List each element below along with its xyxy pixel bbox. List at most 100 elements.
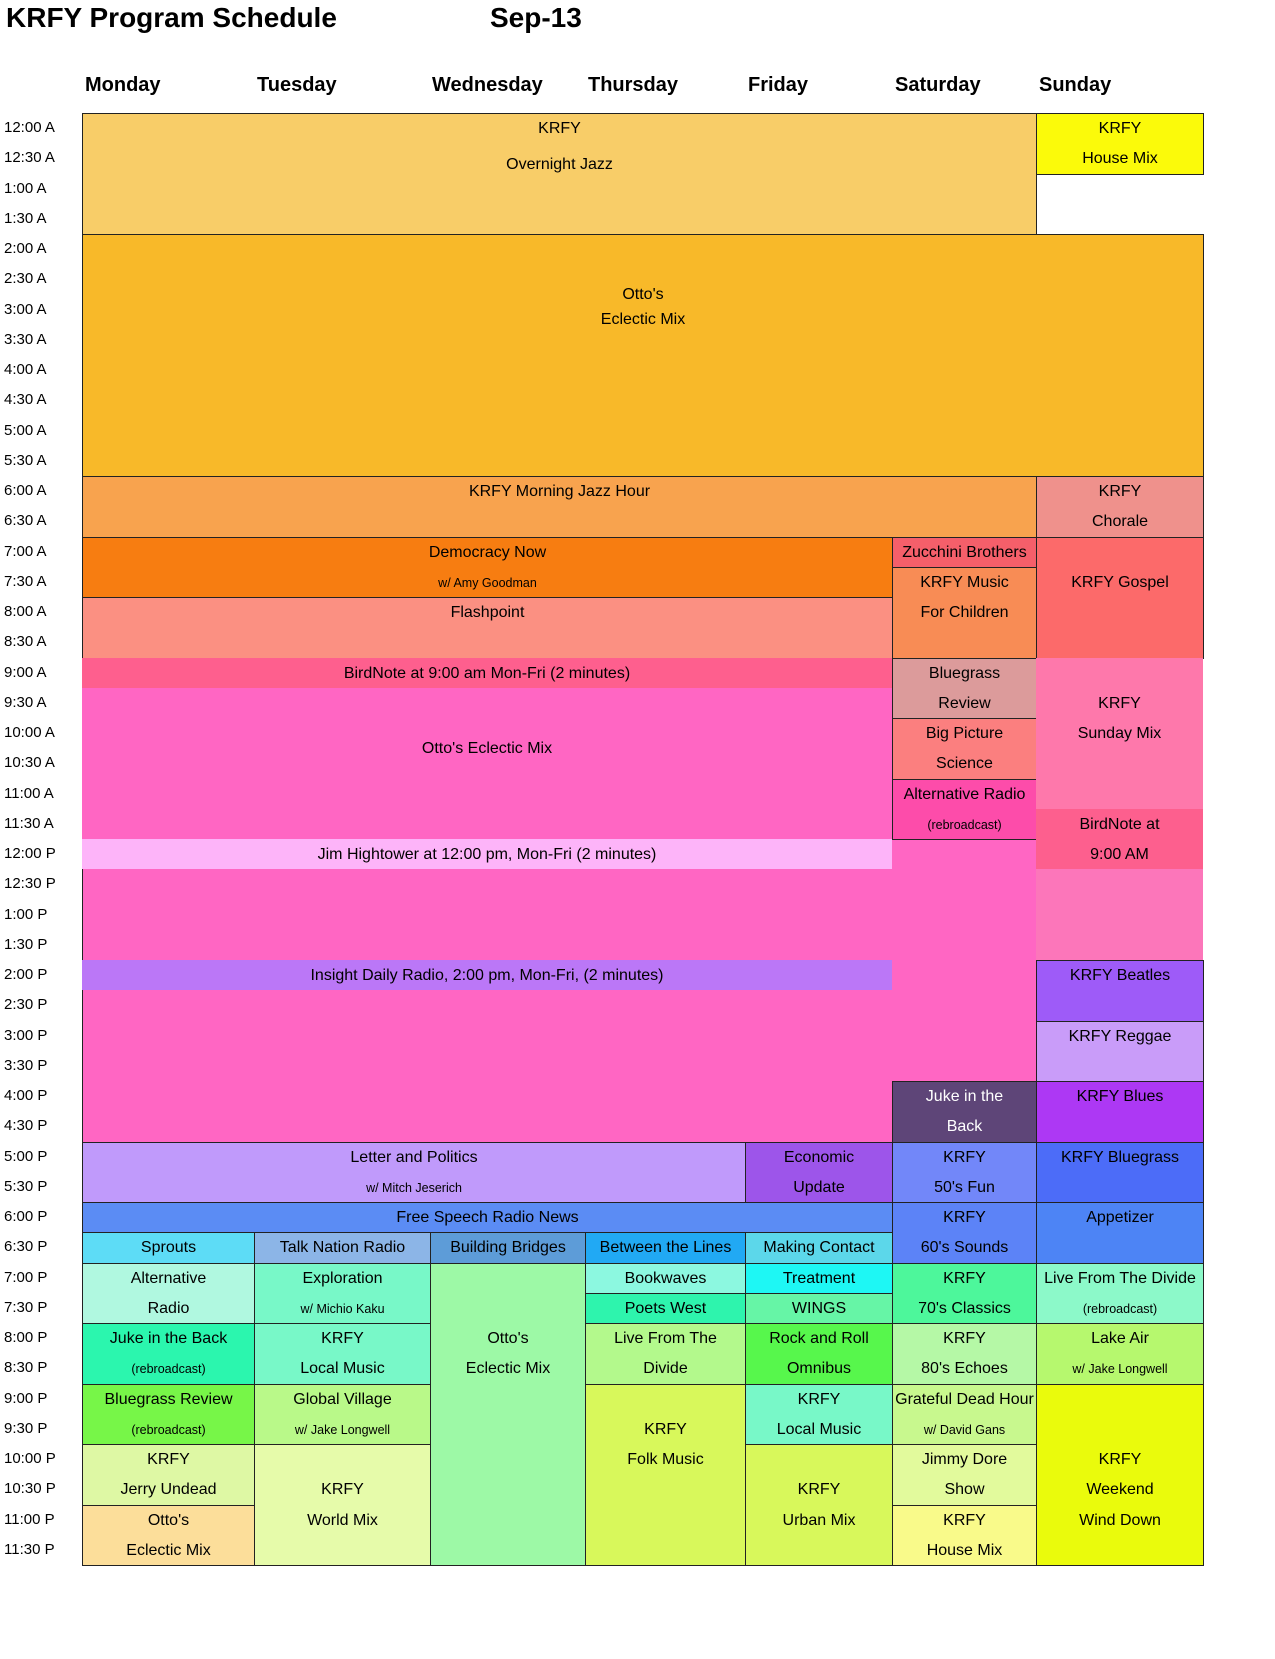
program-cell-rock-and-roll-omnibus: Rock and Roll Omnibus [745, 1323, 893, 1385]
program-title-line: Global Village [293, 1390, 392, 1408]
program-title-line: Live From The [614, 1330, 717, 1347]
program-title-line: Exploration [302, 1269, 383, 1287]
program-cell-wings: WINGS [745, 1292, 893, 1324]
program-title-line: Jimmy Dore [921, 1451, 1008, 1468]
program-title-line: Local Music [776, 1420, 862, 1438]
program-title-line: KRFY [1098, 483, 1142, 500]
program-cell-alternative-radio-rebroadcast: Alternative Radio (rebroadcast) [892, 778, 1037, 840]
time-slot-label: 3:30 A [4, 330, 47, 348]
program-title-line: w/ Michio Kaku [300, 1301, 385, 1316]
program-title-line: KRFY Reggae [1068, 1027, 1172, 1045]
program-title-line: Urban Mix [782, 1511, 856, 1529]
program-title-line: w/ Mitch Jeserich [366, 1180, 462, 1195]
program-title-line: KRFY [321, 1481, 364, 1499]
program-title-line: Treatment [782, 1269, 856, 1287]
time-slot-label: 11:00 P [4, 1510, 55, 1528]
program-title-line: KRFY [943, 1269, 986, 1287]
program-cell-democracy-now-w-amy-goodman: Democracy Now w/ Amy Goodman [82, 536, 893, 598]
program-cell-making-contact: Making Contact [745, 1232, 893, 1264]
time-slot-label: 8:00 P [4, 1329, 48, 1346]
time-slot-label: 5:00 P [4, 1147, 48, 1165]
program-title-line: Wind Down [1079, 1511, 1161, 1529]
program-title-line: Show [944, 1481, 985, 1499]
time-slot-label: 7:00 P [4, 1268, 48, 1286]
page-title: KRFY Program Schedule [6, 2, 337, 33]
program-title-line: Otto's Eclectic Mix [421, 740, 553, 758]
program-title-line: 50's Fun [934, 1178, 995, 1196]
program-title-line: KRFY [797, 1481, 841, 1499]
program-cell-zucchini-brothers: Zucchini Brothers [892, 536, 1037, 568]
program-title-line: KRFY [538, 120, 581, 137]
time-slot-label: 8:30 P [4, 1359, 48, 1377]
program-title-line: KRFY Blues [1076, 1088, 1164, 1105]
program-title-line: Juke in the [925, 1088, 1004, 1105]
program-title-line: Eclectic Mix [126, 1541, 211, 1559]
program-title-line: Free Speech Radio News [396, 1209, 579, 1226]
time-slot-label: 4:00 P [4, 1087, 48, 1104]
program-cell-grateful-dead-hour-w-david-gans: Grateful Dead Hour w/ David Gans [892, 1383, 1037, 1445]
time-slot-label: 4:30 A [4, 391, 47, 409]
program-cell-krfy-80-s-echoes: KRFY 80's Echoes [892, 1323, 1037, 1385]
program-cell-treatment: Treatment [745, 1262, 893, 1294]
program-title-line: Otto's [147, 1511, 190, 1529]
program-cell-krfy-beatles: KRFY Beatles [1036, 960, 1204, 1022]
time-slot-label: 7:00 A [4, 542, 47, 560]
time-slot-label: 3:30 P [4, 1056, 48, 1074]
program-title-line: KRFY [943, 1209, 986, 1226]
program-title-line: KRFY [943, 1511, 986, 1529]
program-cell-krfy-music-for-children: KRFY Music For Children [892, 566, 1037, 659]
program-title-line: 80's Echoes [921, 1360, 1008, 1378]
time-slot-label: 10:30 A [4, 754, 55, 772]
program-cell-lake-air-w-jake-longwell: Lake Air w/ Jake Longwell [1036, 1323, 1204, 1385]
program-title-line: Back [946, 1118, 983, 1136]
program-cell-otto-s-eclectic-mix: Otto's Eclectic Mix [82, 234, 1204, 477]
program-title-line: Jim Hightower at 12:00 pm, Mon-Fri (2 mi… [317, 846, 657, 863]
program-title-line: Eclectic Mix [600, 310, 686, 328]
program-cell-krfy-urban-mix: KRFY Urban Mix [745, 1444, 893, 1566]
time-slot-label: 6:00 A [4, 482, 47, 499]
program-cell-building-bridges: Building Bridges [430, 1232, 586, 1264]
time-slot-label: 1:30 P [4, 935, 48, 953]
time-slot-label: 5:30 P [4, 1177, 48, 1195]
program-cell-poets-west: Poets West [585, 1292, 746, 1324]
time-slot-label: 10:00 P [4, 1450, 56, 1467]
program-cell-jim-hightower-at-12-00-pm-mon-fri-2-minutes: Jim Hightower at 12:00 pm, Mon-Fri (2 mi… [82, 839, 892, 870]
time-slot-label: 7:30 P [4, 1298, 48, 1316]
program-title-line: Flashpoint [450, 604, 525, 621]
day-header-saturday: Saturday [895, 74, 981, 96]
program-title-line: Lake Air [1091, 1330, 1149, 1347]
program-cell-live-from-the-divide: Live From The Divide [585, 1323, 746, 1385]
program-title-line: KRFY Bluegrass [1061, 1148, 1179, 1166]
day-header-thursday: Thursday [588, 74, 679, 96]
program-cell-blank [1036, 869, 1203, 960]
time-slot-label: 4:30 P [4, 1117, 48, 1135]
time-slot-label: 6:00 P [4, 1208, 48, 1225]
program-cell-juke-in-the-back-rebroadcast: Juke in the Back (rebroadcast) [82, 1323, 255, 1385]
program-title-line: WINGS [791, 1299, 847, 1317]
time-slot-label: 9:00 P [4, 1389, 48, 1407]
time-slot-label: 1:30 A [4, 209, 47, 227]
program-title-line: Big Picture [925, 725, 1004, 742]
program-title-line: Overnight Jazz [506, 156, 613, 174]
program-title-line: KRFY [321, 1330, 364, 1347]
program-title-line: Weekend [1086, 1481, 1154, 1499]
program-title-line: Eclectic Mix [465, 1360, 551, 1378]
time-slot-label: 12:00 A [4, 119, 55, 136]
time-slot-label: 2:30 P [4, 996, 48, 1014]
program-cell-krfy-local-music: KRFY Local Music [254, 1323, 431, 1385]
program-title-line: (rebroadcast) [927, 817, 1002, 832]
program-cell-live-from-the-divide-rebroadcast: Live From The Divide (rebroadcast) [1036, 1262, 1204, 1324]
time-slot-label: 9:30 A [4, 693, 47, 711]
time-slot-label: 10:00 A [4, 724, 55, 741]
program-title-line: w/ Amy Goodman [438, 575, 537, 590]
program-title-line: KRFY [147, 1451, 190, 1468]
program-cell-bluegrass-review-rebroadcast: Bluegrass Review (rebroadcast) [82, 1383, 255, 1445]
program-cell-krfy-weekend-wind-down: KRFY Weekend Wind Down [1036, 1383, 1204, 1566]
time-slot-label: 10:30 P [4, 1480, 56, 1498]
program-cell-krfy-sunday-mix: KRFY Sunday Mix [1036, 657, 1203, 809]
program-title-line: World Mix [307, 1511, 378, 1529]
program-title-line: Bookwaves [624, 1269, 707, 1287]
program-cell-krfy-house-mix: KRFY House Mix [1036, 113, 1204, 175]
program-title-line: Insight Daily Radio, 2:00 pm, Mon-Fri, (… [310, 967, 664, 984]
